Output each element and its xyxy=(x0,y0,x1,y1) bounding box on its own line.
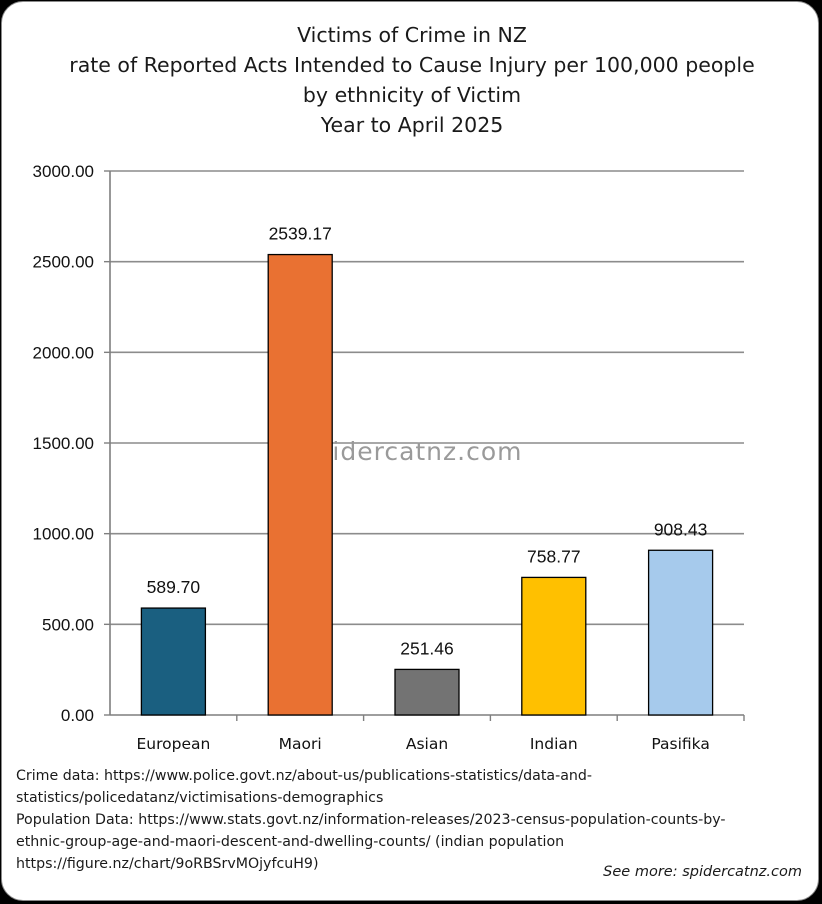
labels: 0.00 500.00 1000.00 1500.00 2000.00 2500.00 30… xyxy=(33,162,710,753)
watermark-text: spidercatnz.com xyxy=(302,437,523,466)
y-tick-label: 500.00 xyxy=(42,615,94,634)
title-line-4: Year to April 2025 xyxy=(320,113,504,137)
y-tick-label: 1000.00 xyxy=(33,525,94,544)
data-label: 2539.17 xyxy=(269,224,332,244)
title-line-3: by ethnicity of Victim xyxy=(302,83,522,107)
y-tick-label: 3000.00 xyxy=(33,162,94,181)
y-tick-label: 0.00 xyxy=(61,706,94,725)
bar-maori xyxy=(267,253,333,716)
y-tick-label: 1500.00 xyxy=(33,434,94,453)
source-note-line: Crime data: https://www.police.govt.nz/a… xyxy=(16,768,593,784)
bar-european xyxy=(140,607,207,716)
source-note-line: https://figure.nz/chart/9oRBSrvMOjyfcuH9… xyxy=(16,856,319,872)
data-label: 251.46 xyxy=(400,638,454,658)
x-category-label: Asian xyxy=(406,735,448,753)
source-notes: Crime data: https://www.police.govt.nz/a… xyxy=(16,765,816,875)
data-label: 589.70 xyxy=(147,577,201,597)
title-line-2: rate of Reported Acts Intended to Cause … xyxy=(69,53,755,77)
data-label: 758.77 xyxy=(527,546,581,566)
bars xyxy=(140,253,714,716)
y-tick-label: 2000.00 xyxy=(33,343,94,362)
x-category-label: European xyxy=(136,735,210,753)
source-note-line: statistics/policedatanz/victimisations-d… xyxy=(16,790,384,806)
data-label: 908.43 xyxy=(654,519,708,539)
bar-pasifika xyxy=(647,549,714,716)
bar-indian xyxy=(521,576,587,716)
see-more-link[interactable]: See more: spidercatnz.com xyxy=(603,864,802,880)
title-line-1: Victims of Crime in NZ xyxy=(297,23,527,47)
chart-title: Victims of Crime in NZ rate of Reported … xyxy=(2,20,818,140)
x-category-label: Maori xyxy=(279,735,322,753)
x-category-label: Indian xyxy=(530,735,578,753)
gridlines xyxy=(110,170,744,626)
source-note-line: Population Data: https://www.stats.govt.… xyxy=(16,812,726,828)
y-tick-label: 2500.00 xyxy=(33,253,94,272)
source-note-line: ethnic-group-age-and-maori-descent-and-d… xyxy=(16,834,565,850)
bar-asian xyxy=(394,668,460,716)
x-category-label: Pasifika xyxy=(651,735,710,753)
